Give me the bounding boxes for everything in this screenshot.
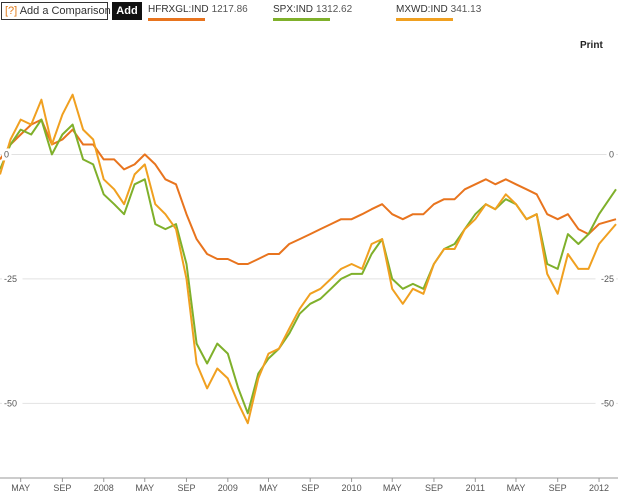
x-tick-label: MAY [383,483,402,493]
y-tick-label-right: 0 [609,149,614,159]
print-link[interactable]: Print [580,40,603,51]
y-tick-label-bg [595,272,616,285]
y-tick-label-bg [606,148,616,161]
legend-value: 1312.62 [316,4,353,15]
help-icon[interactable]: [?] [5,5,18,17]
x-tick-label: SEP [177,483,195,493]
axis-layer: MAY SEP 2008 MAY SEP 2009 MAY SEP 2010 MAY SEP 2011… [0,477,618,493]
grid-layer [0,153,618,404]
x-tick-label: SEP [549,483,567,493]
x-tick-label: 2011 [466,483,485,493]
y-tick-label-right: -50 [601,398,614,408]
series-layer [0,93,617,425]
y-tick-label-left: -25 [4,274,17,284]
x-tick-label: 2010 [342,483,362,493]
series-line-mxwd [0,93,617,425]
x-tick-label: MAY [259,483,278,493]
legend-ticker: MXWD:IND [396,4,448,15]
x-tick-label: SEP [53,483,71,493]
y-tick-label-left: 0 [4,149,9,159]
y-tick-label-right: -25 [601,274,614,284]
x-tick-label: 2009 [218,483,238,493]
chart-toolbar: [?] Add a Comparison Add HFRXGL:IND 1217.… [0,0,618,24]
legend-value: 1217.86 [211,4,248,15]
y-tick-label-bg [595,397,616,410]
legend-item-hfrxgl: HFRXGL:IND 1217.86 [148,4,248,21]
x-tick-label: 2012 [589,483,609,493]
x-tick-label: 2008 [94,483,114,493]
x-tick-label: MAY [135,483,154,493]
x-tick-label: MAY [11,483,30,493]
legend-swatch [396,18,453,21]
legend-item-spx: SPX:IND 1312.62 [273,4,353,21]
legend-ticker: SPX:IND [273,4,314,15]
y-tick-label-bg [2,397,23,410]
legend-ticker: HFRXGL:IND [148,4,209,15]
series-line-spx [0,118,617,415]
x-tick-label: SEP [301,483,319,493]
y-tick-label-bg [2,272,23,285]
add-comparison-placeholder: Add a Comparison [19,5,111,17]
add-comparison-button[interactable]: Add [112,2,142,20]
legend-swatch [148,18,205,21]
x-tick-label: MAY [507,483,526,493]
legend-value: 341.13 [450,4,482,15]
y-tick-label-bg [2,148,12,161]
x-tick-label: SEP [425,483,443,493]
legend-item-mxwd: MXWD:IND 341.13 [396,4,482,21]
y-tick-labels: 0 0 -25 -25 -50 -50 [2,148,616,410]
add-comparison-input[interactable]: [?] Add a Comparison [1,2,111,20]
series-line-hfrxgl [0,118,617,265]
legend-swatch [273,18,330,21]
y-tick-label-left: -50 [4,398,17,408]
